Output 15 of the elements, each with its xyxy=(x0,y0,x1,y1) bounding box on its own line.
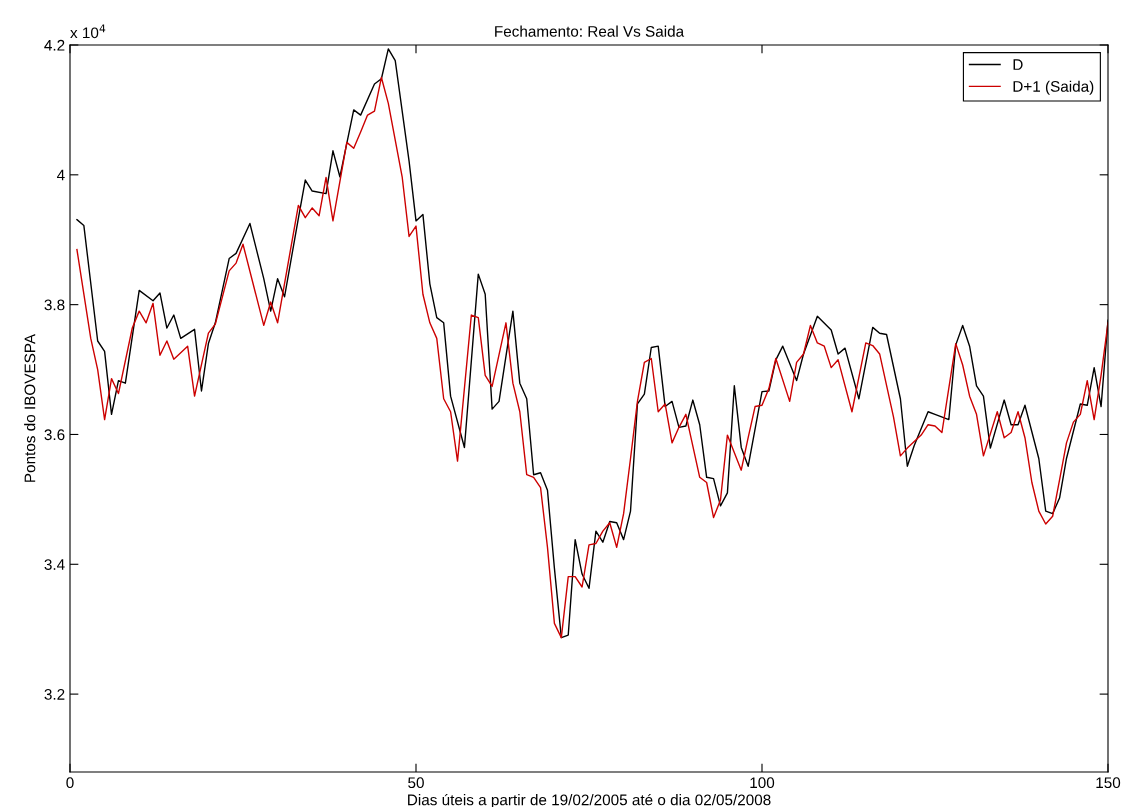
x-tick-label: 150 xyxy=(1096,777,1121,789)
legend-label: D+1 (Saida) xyxy=(1013,80,1094,95)
x-tick-label: 50 xyxy=(408,777,424,789)
chart-title: Fechamento: Real Vs Saida xyxy=(495,25,685,37)
text: x 10$^{4}$ xyxy=(70,24,106,39)
y-tick-label: 3.6 xyxy=(44,429,65,441)
y-axis-title: Pontos do IBOVESPA xyxy=(24,333,36,482)
y-tick-label: 4 xyxy=(56,169,65,181)
y-tick-label: 4.2 xyxy=(44,39,65,51)
y-tick-label: 3.4 xyxy=(44,559,65,570)
y-tick-label: 3.2 xyxy=(44,688,65,700)
x-tick-label: 100 xyxy=(750,777,775,789)
x-tick-label: 0 xyxy=(66,777,74,789)
y-tick-label: 3.8 xyxy=(44,299,65,311)
legend-label: D xyxy=(1013,59,1023,70)
